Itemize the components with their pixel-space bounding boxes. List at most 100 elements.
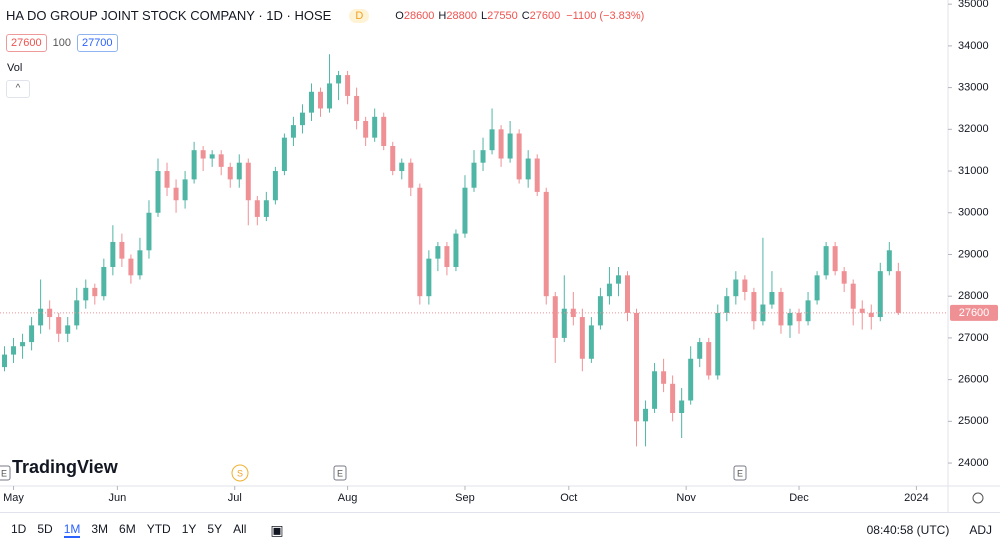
- candle-body: [742, 279, 748, 293]
- candle-body: [236, 162, 242, 180]
- candle-body: [841, 271, 847, 284]
- y-tick-label: 27000: [958, 332, 989, 344]
- candle-body: [561, 308, 567, 338]
- calendar-icon[interactable]: ▣: [270, 521, 284, 538]
- event-label: E: [1, 468, 7, 478]
- candle-body: [805, 300, 811, 322]
- x-tick-label: Nov: [676, 492, 696, 504]
- y-tick-label: 25000: [958, 415, 989, 427]
- candle-body: [489, 129, 495, 151]
- candle-body: [38, 308, 44, 326]
- candle-body: [164, 171, 170, 188]
- candle-body: [579, 317, 585, 359]
- candle-body: [101, 266, 107, 297]
- ohlc-legend: O28600 H28800 L27550 C27600: [391, 10, 560, 22]
- interval-button[interactable]: YTD: [146, 522, 171, 536]
- candle-body: [20, 342, 26, 347]
- candle-body: [191, 150, 197, 180]
- candle-body: [498, 129, 504, 159]
- candle-body: [670, 383, 676, 413]
- intervals: 1D 5D 1M 3M 6M YTD 1Y 5Y All: [0, 522, 246, 538]
- candle-body: [327, 83, 333, 109]
- candle-body: [417, 187, 423, 297]
- change: −1100 (−3.83%): [566, 9, 645, 22]
- interval-button[interactable]: All: [233, 522, 247, 536]
- candle-body: [110, 241, 116, 267]
- settings-icon: [972, 492, 984, 504]
- bid[interactable]: 27600: [6, 34, 47, 52]
- y-tick-label: 33000: [958, 82, 989, 94]
- candle-body: [2, 354, 8, 368]
- brand: TradingView: [12, 457, 118, 478]
- candle-body: [643, 408, 649, 422]
- candle-body: [886, 250, 892, 272]
- candle-body: [462, 187, 468, 234]
- candle-body: [372, 116, 378, 138]
- candle-body: [769, 292, 775, 305]
- candle-body: [408, 162, 414, 188]
- candle-body: [814, 275, 820, 301]
- event-icon: [231, 464, 249, 482]
- candle-body: [200, 150, 206, 159]
- candle-body: [516, 133, 522, 180]
- candle-body: [787, 312, 793, 326]
- candle-body: [525, 158, 531, 180]
- volume-label: Vol: [7, 62, 23, 74]
- interval-button[interactable]: 1Y: [181, 522, 197, 536]
- legend-value: 28600: [403, 9, 435, 22]
- legend-value: 27550: [487, 9, 518, 22]
- candle-body: [606, 283, 612, 297]
- candle-body: [227, 166, 233, 180]
- y-tick-label: 34000: [958, 40, 989, 52]
- candle-body: [588, 325, 594, 359]
- candle-body: [706, 342, 712, 376]
- candle-body: [318, 91, 324, 109]
- chart: 24000 25000 26000 27000 28000 29000 30000 31000…: [0, 0, 1000, 512]
- candle-body: [29, 325, 35, 343]
- brand-text: TradingView: [12, 457, 118, 477]
- candle-body: [661, 371, 667, 384]
- interval-button[interactable]: 5Y: [207, 522, 223, 536]
- collapse-button[interactable]: ^: [6, 80, 30, 98]
- header: HA DO GROUP JOINT STOCK COMPANY · 1D · H…: [6, 8, 644, 23]
- candle-body: [634, 312, 640, 422]
- quote-row: 27600 100 27700: [6, 34, 118, 52]
- legend-value: 27600: [529, 9, 561, 22]
- bottom-toolbar: 1D 5D 1M 3M 6M YTD 1Y 5Y All ▣ 08:40:58 (UTC) AD…: [0, 512, 1000, 547]
- candle-body: [615, 275, 621, 284]
- candle-body: [74, 300, 80, 326]
- event-icon: [0, 465, 11, 481]
- interval-button[interactable]: 1M: [63, 522, 81, 538]
- y-tick-label: 24000: [958, 457, 989, 469]
- candle-body: [679, 400, 685, 413]
- candle-body: [218, 154, 224, 167]
- y-tick-label: 29000: [958, 248, 989, 260]
- interval-button[interactable]: 6M: [119, 522, 136, 536]
- ask[interactable]: 27700: [76, 34, 118, 52]
- candle-body: [363, 120, 369, 138]
- candle-body: [624, 275, 630, 313]
- candle-body: [724, 296, 730, 313]
- clock: 08:40:58 (UTC): [866, 523, 950, 537]
- candle-body: [453, 233, 459, 267]
- interval-button[interactable]: 5D: [37, 522, 53, 536]
- x-tick-label: Oct: [560, 492, 577, 504]
- candle-body: [426, 258, 432, 297]
- title: HA DO GROUP JOINT STOCK COMPANY · 1D · H…: [6, 8, 332, 23]
- badge: D: [349, 8, 370, 23]
- candle-body: [308, 91, 314, 113]
- candle-body: [137, 250, 143, 276]
- legend-label: L: [480, 9, 488, 22]
- event-label: E: [737, 468, 743, 478]
- event-label: S: [237, 468, 243, 478]
- candle-body: [146, 212, 152, 251]
- candle-body: [11, 346, 17, 355]
- adj[interactable]: ADJ: [969, 523, 992, 537]
- candle-body: [399, 162, 405, 172]
- interval-button[interactable]: 1D: [11, 522, 27, 536]
- candle-body: [543, 191, 549, 297]
- candle-body: [715, 312, 721, 376]
- candle-body: [733, 279, 739, 297]
- interval-button[interactable]: 3M: [91, 522, 109, 536]
